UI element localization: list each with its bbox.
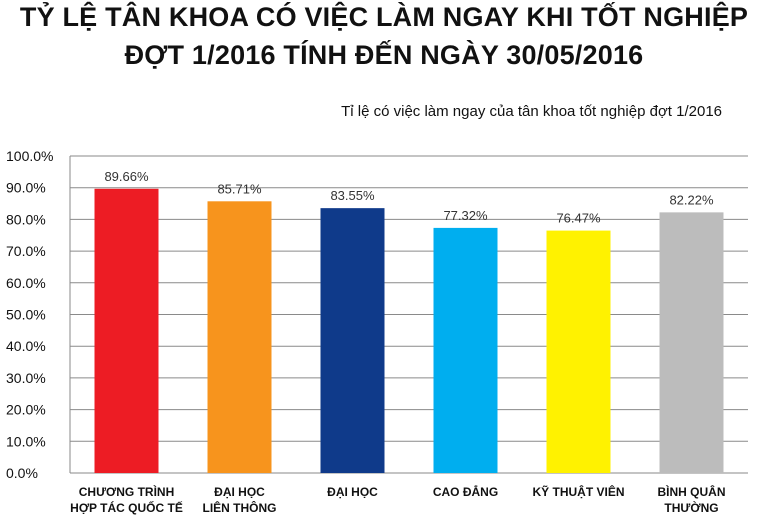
x-tick-label: THƯỜNG	[664, 500, 718, 515]
chart-title-line-2: ĐỢT 1/2016 TÍNH ĐẾN NGÀY 30/05/2016	[124, 40, 644, 70]
bar	[546, 230, 611, 473]
x-tick-label: ĐẠI HỌC	[327, 485, 378, 499]
y-tick-label: 90.0%	[6, 180, 46, 196]
x-tick-label: ĐẠI HỌC	[214, 485, 265, 499]
chart-subtitle: Tỉ lệ có việc làm ngay của tân khoa tốt …	[341, 103, 722, 120]
y-tick-label: 10.0%	[6, 433, 46, 449]
data-label: 82.22%	[669, 192, 714, 207]
x-tick-label: BÌNH QUÂN	[658, 484, 726, 499]
y-tick-label: 20.0%	[6, 402, 46, 418]
bar	[94, 188, 159, 473]
bar	[659, 212, 724, 473]
y-tick-label: 0.0%	[6, 465, 38, 481]
x-tick-label: KỸ THUẬT VIÊN	[532, 484, 624, 499]
bar	[433, 227, 498, 473]
y-tick-label: 60.0%	[6, 275, 46, 291]
data-label: 85.71%	[217, 181, 262, 196]
data-label: 77.32%	[443, 208, 488, 223]
x-tick-label: CHƯƠNG TRÌNH	[79, 484, 175, 499]
y-tick-label: 50.0%	[6, 307, 46, 323]
y-tick-label: 40.0%	[6, 338, 46, 354]
data-label: 83.55%	[330, 188, 375, 203]
x-tick-label: CAO ĐẲNG	[433, 484, 498, 499]
y-tick-label: 30.0%	[6, 370, 46, 386]
y-tick-label: 70.0%	[6, 243, 46, 259]
bar	[207, 201, 272, 473]
data-label: 76.47%	[556, 211, 601, 226]
data-label: 89.66%	[104, 169, 149, 184]
x-tick-label: LIÊN THÔNG	[203, 500, 277, 515]
chart-title-line-1: TỶ LỆ TÂN KHOA CÓ VIỆC LÀM NGAY KHI TỐT …	[19, 2, 749, 32]
y-tick-label: 80.0%	[6, 211, 46, 227]
bar	[320, 208, 385, 474]
y-tick-label: 100.0%	[6, 148, 53, 164]
x-tick-label: HỢP TÁC QUỐC TẾ	[70, 500, 183, 515]
